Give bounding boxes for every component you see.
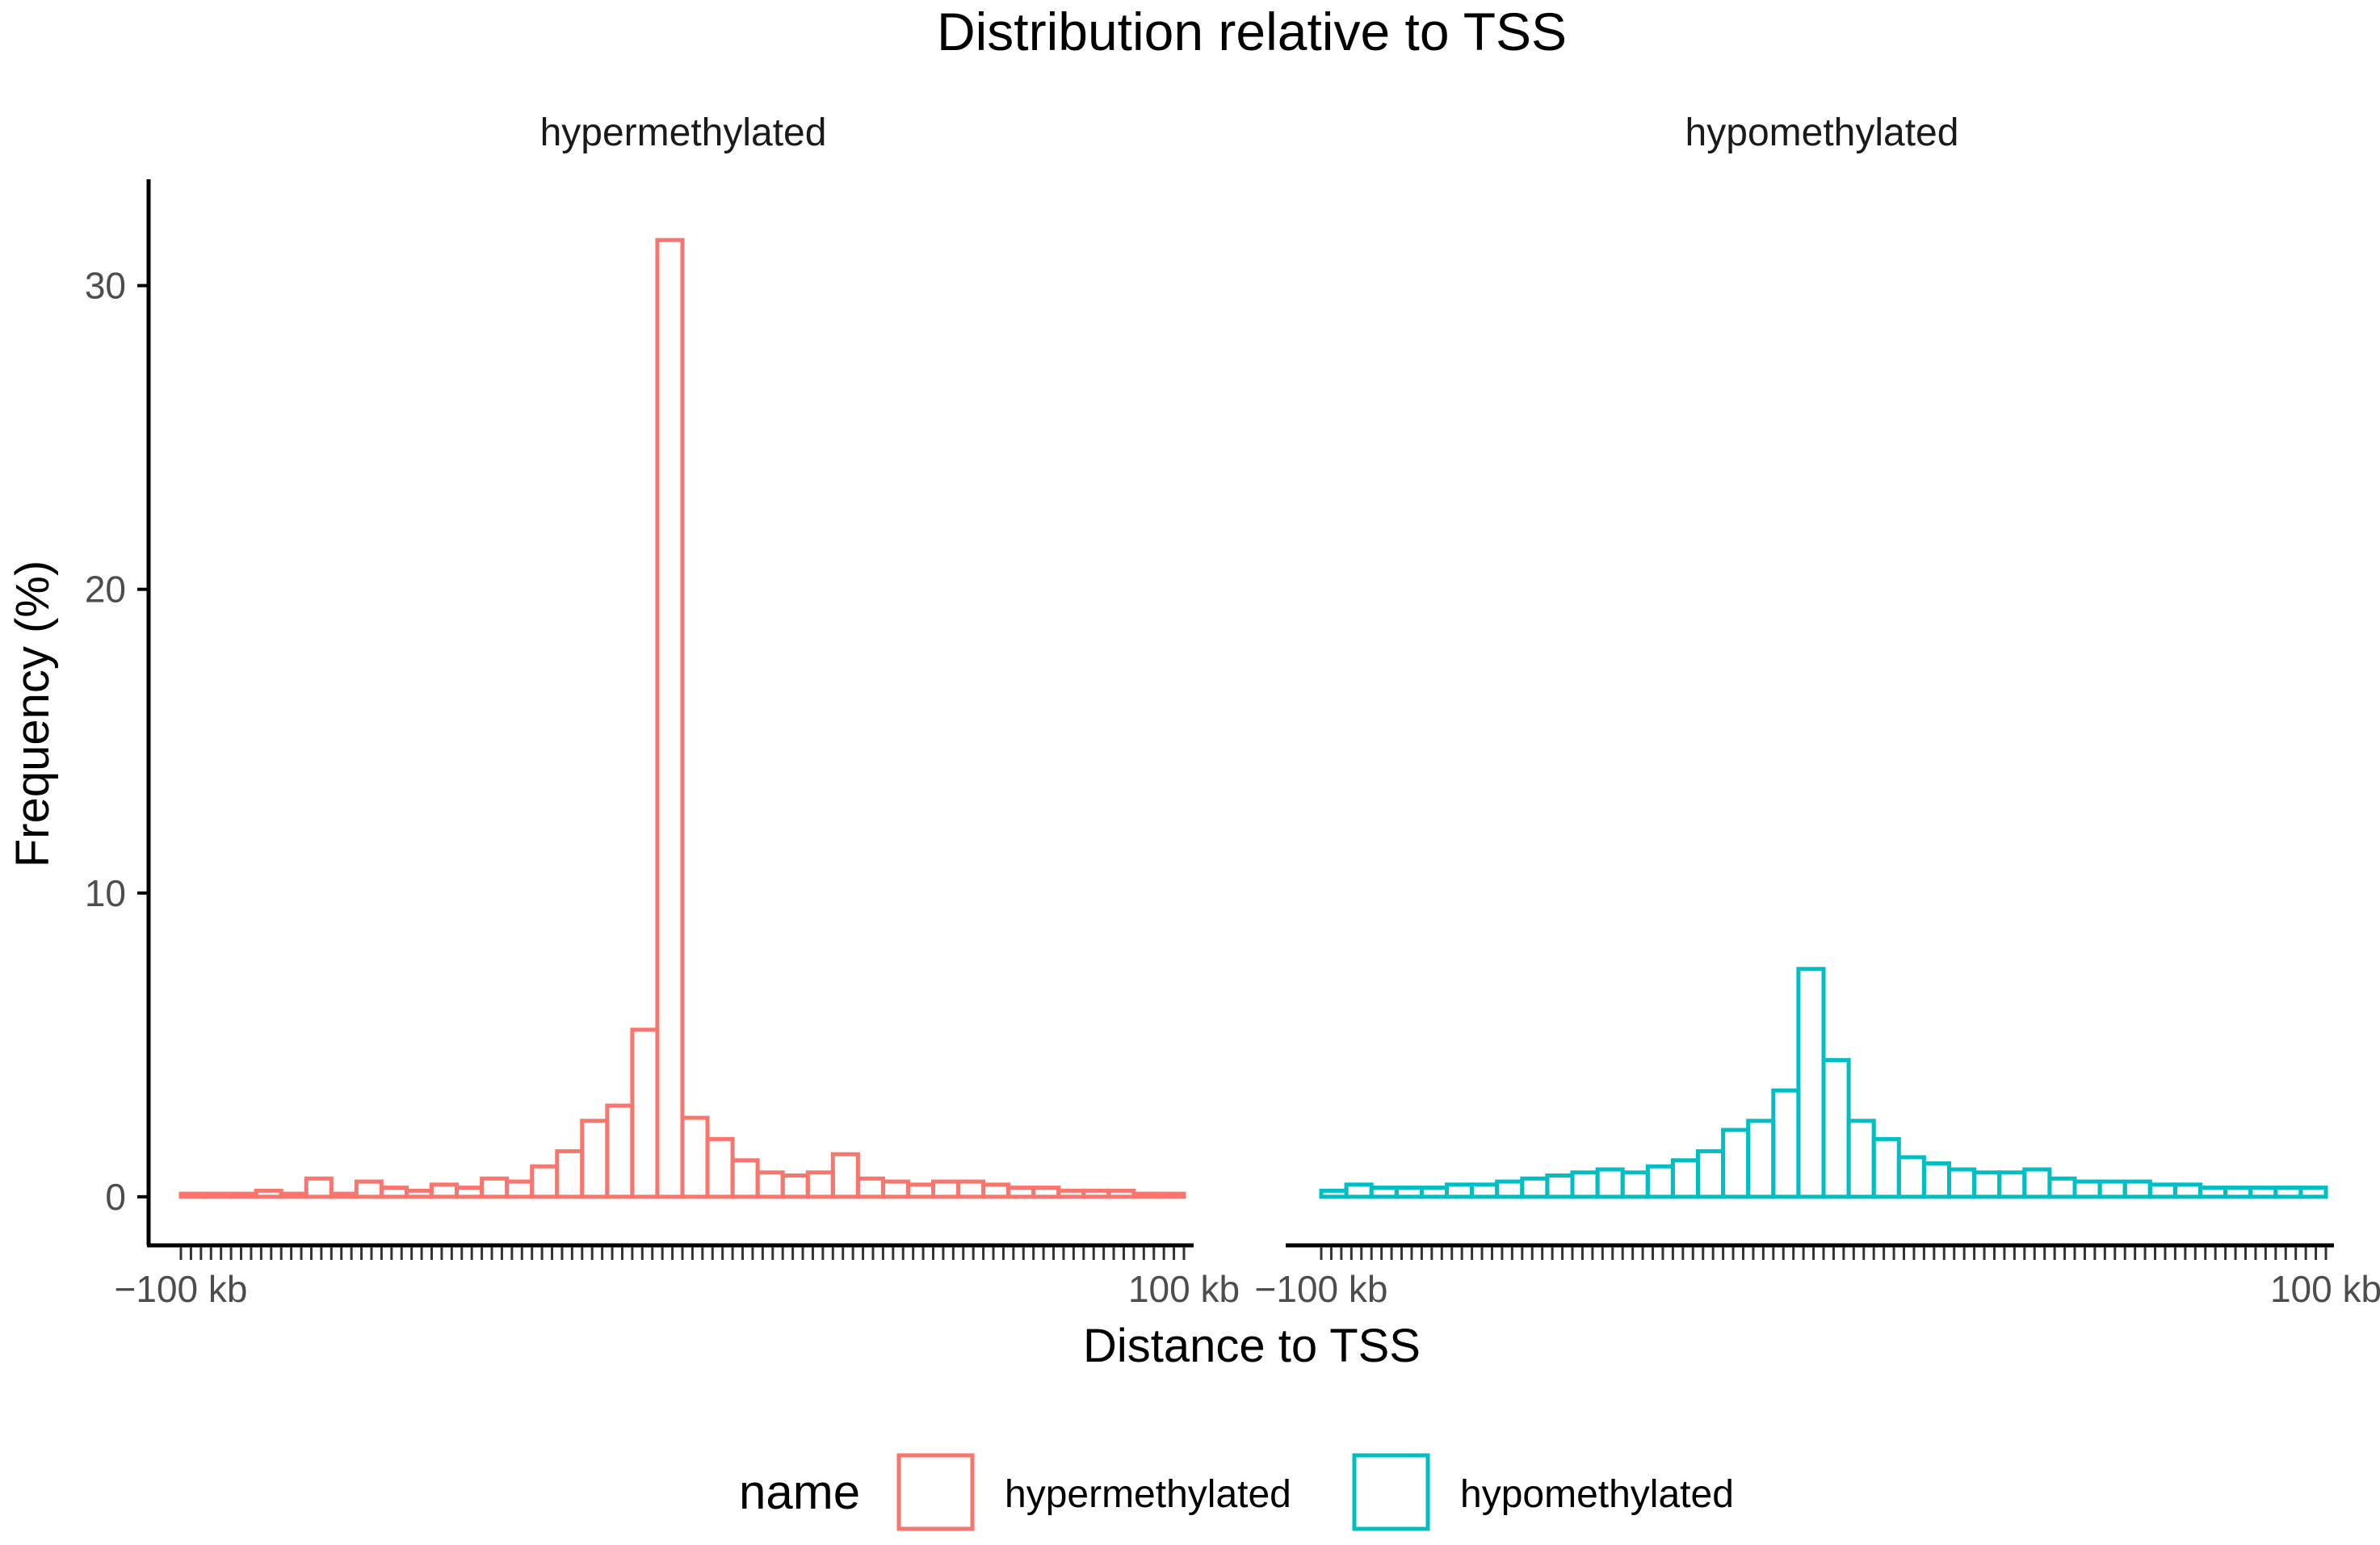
legend: name hypermethylated hypomethylated [739,1453,1734,1531]
legend-label-hypermethylated: hypermethylated [1005,1473,1291,1516]
chart-title: Distribution relative to TSS [937,2,1567,61]
y-axis-ticks: 0 10 20 30 [85,265,149,1218]
legend-label-hypomethylated: hypomethylated [1460,1473,1734,1516]
histogram-bar-hypermethylated-0 [178,1191,208,1199]
histogram-hypomethylated [1319,967,2328,1199]
histogram-bar-hypermethylated-1 [204,1191,233,1199]
y-tick-label-0: 0 [105,1176,126,1218]
panel-title-hypermethylated: hypermethylated [540,111,827,154]
histogram-bar-hypermethylated-38 [1131,1191,1161,1199]
histogram-bar-hypermethylated-39 [1156,1191,1186,1199]
histogram-bar-hypermethylated-19 [655,237,685,1199]
histogram-bar-hypermethylated-4 [279,1191,309,1199]
y-tick-label-10: 10 [85,872,126,914]
x-axis-ticks-hypomethylated [1320,1247,2328,1260]
histogram-bar-hypermethylated-6 [329,1191,359,1199]
legend-key-hypermethylated [896,1453,975,1531]
panel-title-hypomethylated: hypomethylated [1685,111,1959,154]
x-tick-label-right-hypomethylated: 100 kb [2270,1268,2380,1310]
y-axis-title: Frequency (%) [6,560,59,867]
histogram-hypermethylated [178,237,1186,1199]
x-axis-title: Distance to TSS [1083,1320,1421,1372]
x-tick-label-right-hypermethylated: 100 kb [1128,1268,1240,1310]
legend-title: name [739,1465,860,1519]
y-tick-label-20: 20 [85,569,126,611]
x-tick-label-left-hypermethylated: −100 kb [115,1268,248,1310]
histogram-bar-hypermethylated-5 [304,1176,334,1199]
histogram-bar-hypermethylated-2 [229,1191,258,1199]
x-axis-ticks-hypermethylated [179,1247,1186,1260]
legend-key-hypomethylated [1352,1453,1430,1531]
histogram-bar-hypomethylated-39 [2298,1186,2328,1199]
x-tick-label-left-hypomethylated: −100 kb [1255,1268,1388,1310]
y-tick-label-30: 30 [85,265,126,307]
histogram-bar-hypermethylated-26 [830,1152,860,1199]
